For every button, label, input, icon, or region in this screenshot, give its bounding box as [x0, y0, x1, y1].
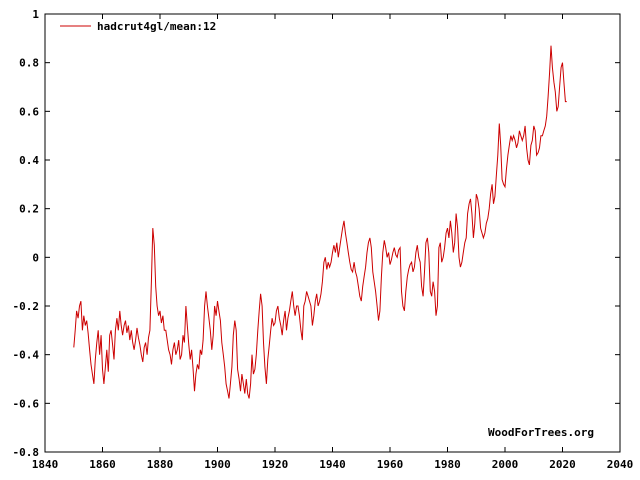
- axis-ticks: 1840 1860 1880 1900 1920 1940 1960 1980 2000 2020…: [13, 8, 634, 471]
- y-tick-label: 0.2: [19, 203, 39, 216]
- x-tick-label: 1880: [147, 458, 174, 471]
- watermark-text: WoodForTrees.org: [488, 426, 594, 439]
- legend-label: hadcrut4gl/mean:12: [97, 20, 216, 33]
- x-tick-label: 1960: [377, 458, 404, 471]
- legend: hadcrut4gl/mean:12: [60, 20, 216, 33]
- x-tick-label: 1900: [204, 458, 231, 471]
- x-tick-label: 1860: [89, 458, 116, 471]
- series-group: [73, 45, 567, 399]
- series-line: [73, 45, 567, 399]
- y-tick-label: 0.8: [19, 57, 39, 70]
- y-tick-label: 0.4: [19, 154, 39, 167]
- y-tick-label: 0.6: [19, 105, 39, 118]
- x-tick-label: 2040: [607, 458, 634, 471]
- y-tick-label: -0.6: [13, 397, 40, 410]
- x-tick-label: 1940: [319, 458, 346, 471]
- y-tick-label: -0.8: [13, 446, 40, 459]
- x-tick-label: 1980: [434, 458, 461, 471]
- y-tick-label: -0.2: [13, 300, 40, 313]
- x-tick-label: 2020: [549, 458, 576, 471]
- x-tick-label: 2000: [492, 458, 519, 471]
- y-tick-label: 1: [32, 8, 39, 21]
- y-tick-label: 0: [32, 251, 39, 264]
- x-tick-label: 1840: [32, 458, 59, 471]
- y-tick-label: -0.4: [13, 349, 40, 362]
- x-tick-label: 1920: [262, 458, 289, 471]
